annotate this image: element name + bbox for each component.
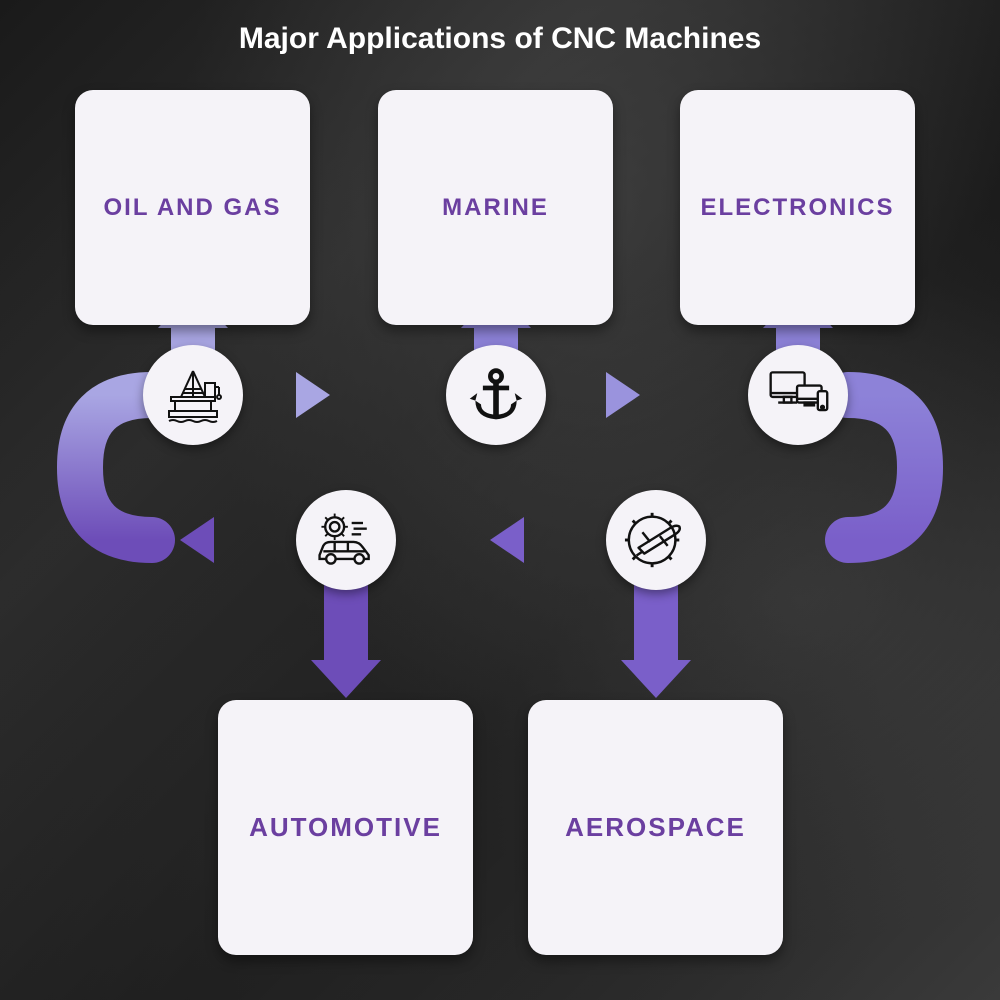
car-gear-icon [296,490,396,590]
card-electronics: ELECTRONICS [680,90,915,325]
card-aerospace: AEROSPACE [528,700,783,955]
page-title: Major Applications of CNC Machines [0,22,1000,56]
oil-rig-icon [143,345,243,445]
card-oil-and-gas: OIL AND GAS [75,90,310,325]
card-label: AUTOMOTIVE [249,811,442,845]
card-label: ELECTRONICS [700,192,894,223]
card-label: OIL AND GAS [103,192,281,223]
computer-icon [748,345,848,445]
card-automotive: AUTOMOTIVE [218,700,473,955]
plane-gear-icon [606,490,706,590]
anchor-icon [446,345,546,445]
card-label: MARINE [442,192,549,223]
card-label: AEROSPACE [565,811,746,845]
card-marine: MARINE [378,90,613,325]
